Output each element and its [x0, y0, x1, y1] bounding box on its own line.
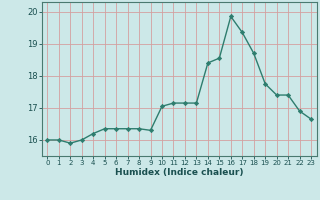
X-axis label: Humidex (Indice chaleur): Humidex (Indice chaleur) [115, 168, 244, 177]
